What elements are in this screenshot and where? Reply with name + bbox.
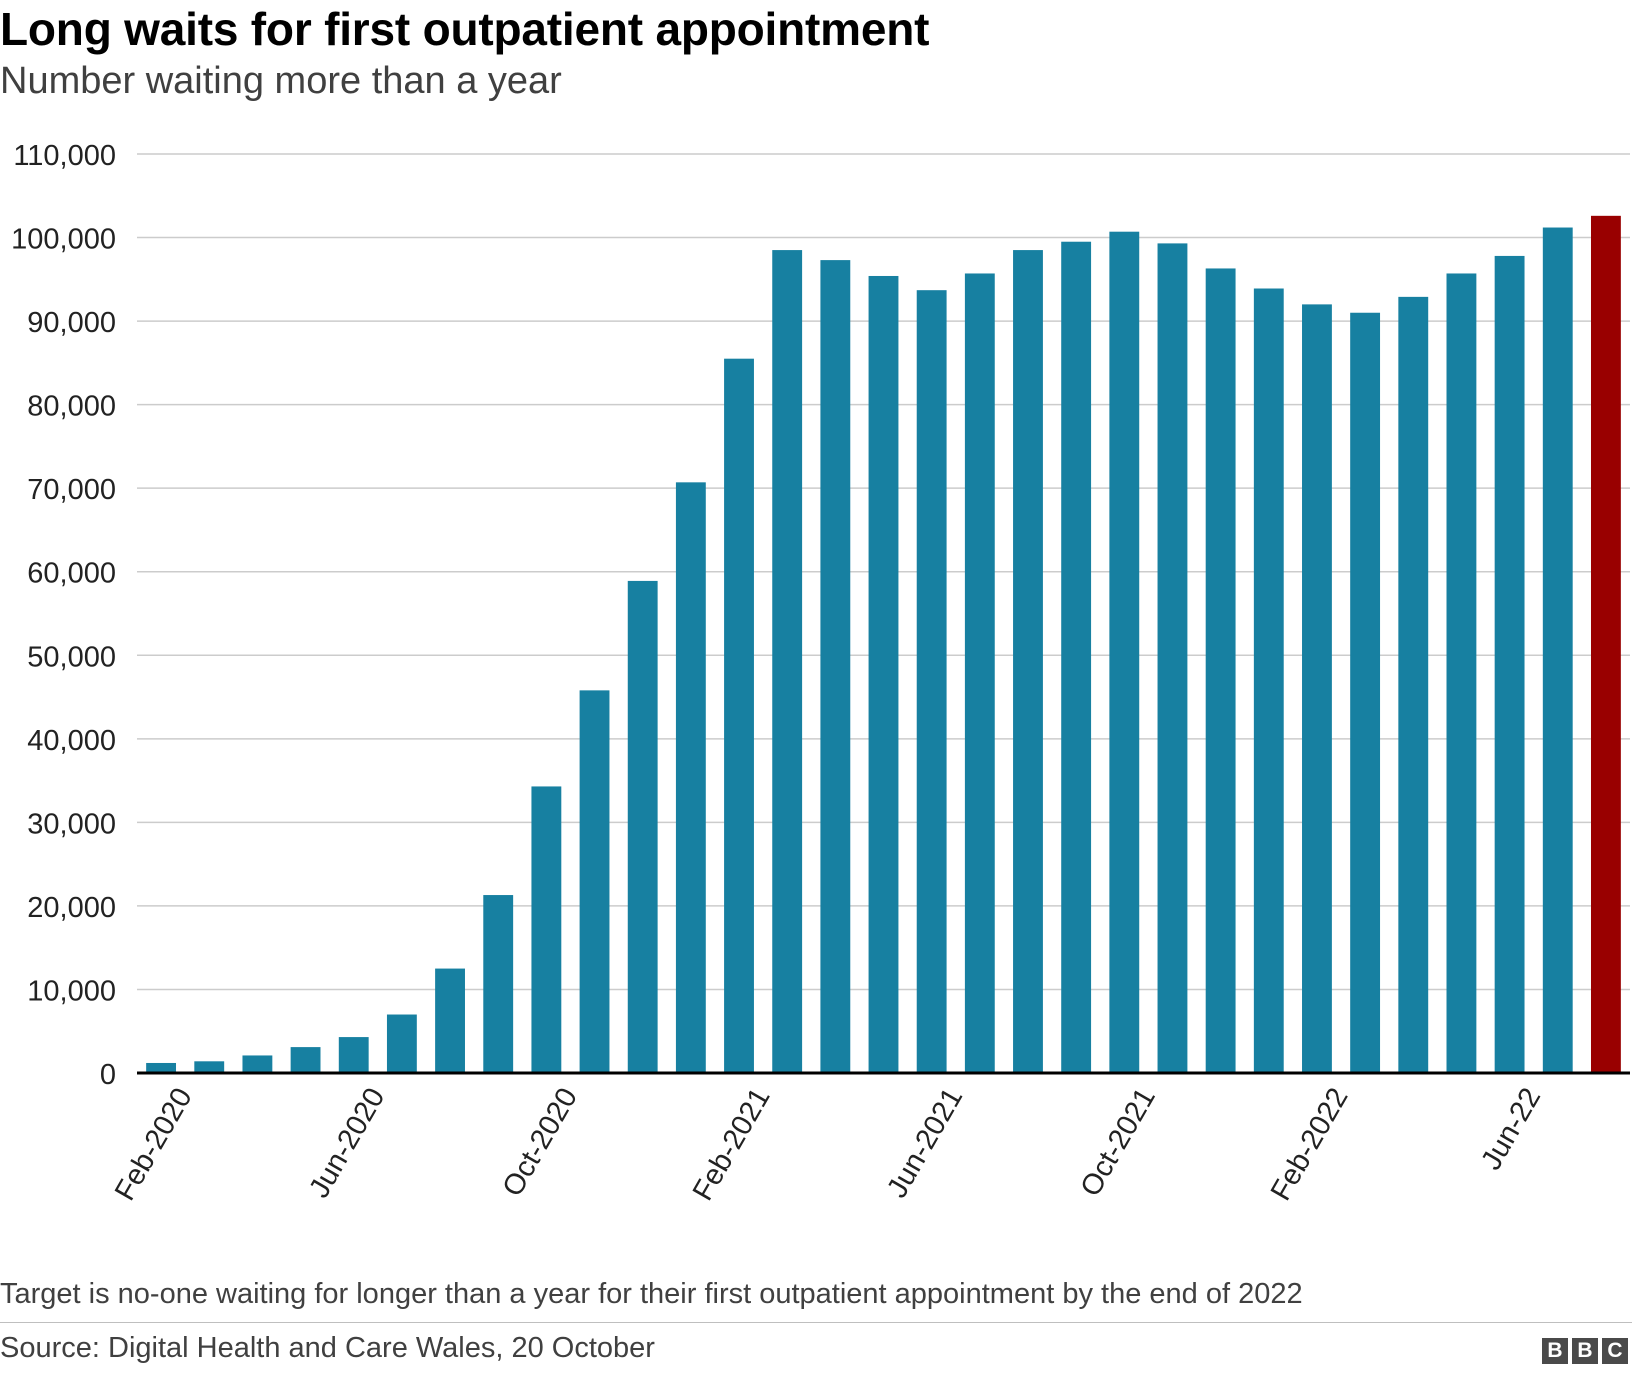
bar (1157, 243, 1188, 1074)
x-tick-label: Oct-2020 (497, 1083, 584, 1202)
bar (1446, 273, 1477, 1074)
bar (724, 358, 754, 1073)
bbc-logo: B B C (1542, 1338, 1628, 1364)
y-tick-label: 100,000 (11, 224, 116, 256)
bar (964, 273, 995, 1074)
bar (1350, 312, 1381, 1074)
bar (290, 1047, 321, 1073)
y-tick-label: 40,000 (27, 725, 116, 757)
bar (435, 968, 465, 1073)
bar (1398, 296, 1429, 1073)
bar (675, 482, 706, 1074)
bar (483, 895, 514, 1073)
bar (1253, 288, 1284, 1073)
bar (627, 580, 658, 1073)
bar (194, 1061, 225, 1073)
bar (531, 786, 562, 1073)
bar (146, 1062, 177, 1073)
chart-title: Long waits for first outpatient appointm… (0, 3, 930, 55)
bbc-logo-letter: B (1572, 1338, 1598, 1364)
bar (1109, 231, 1140, 1073)
bar (916, 290, 947, 1073)
bar (1302, 304, 1332, 1073)
y-tick-label: 70,000 (27, 474, 116, 506)
x-tick-label: Jun-2020 (303, 1083, 391, 1204)
bar (1061, 241, 1092, 1074)
x-tick-label: Feb-2022 (1265, 1083, 1355, 1207)
x-tick-label: Jun-2021 (881, 1083, 969, 1204)
y-tick-label: 90,000 (27, 307, 116, 339)
bbc-logo-letter: C (1602, 1338, 1628, 1364)
bar (242, 1055, 273, 1073)
source-note: Source: Digital Health and Care Wales, 2… (0, 1332, 655, 1364)
bar (338, 1037, 369, 1073)
y-tick-label: 20,000 (27, 892, 116, 924)
chart-footnote: Target is no-one waiting for longer than… (0, 1278, 1303, 1310)
y-tick-label: 60,000 (27, 558, 116, 590)
y-tick-label: 10,000 (27, 975, 116, 1007)
bbc-logo-letter: B (1542, 1338, 1568, 1364)
footer-divider (0, 1322, 1632, 1323)
x-tick-label: Feb-2020 (109, 1083, 199, 1207)
bar (1494, 255, 1525, 1073)
x-tick-label: Feb-2021 (687, 1083, 777, 1207)
y-tick-label: 50,000 (27, 641, 116, 673)
bar (1542, 227, 1573, 1073)
bar-chart: 0 10,000 20,000 30,000 40,000 50,000 60,000 70,… (11, 140, 1630, 1207)
chart-subtitle: Number waiting more than a year (0, 60, 562, 102)
bar (1205, 268, 1236, 1073)
x-tick-label: Jun-22 (1475, 1083, 1547, 1176)
bar (386, 1014, 417, 1073)
bar (579, 690, 610, 1073)
bar-highlight (1590, 215, 1621, 1074)
bar (868, 275, 899, 1074)
x-tick-label: Oct-2021 (1075, 1083, 1162, 1202)
y-tick-label: 0 (100, 1059, 116, 1091)
y-tick-label: 30,000 (27, 808, 116, 840)
bar (772, 250, 803, 1073)
bar (820, 260, 851, 1073)
bar (1013, 250, 1043, 1073)
y-tick-label: 110,000 (13, 140, 116, 172)
y-tick-label: 80,000 (27, 391, 116, 423)
